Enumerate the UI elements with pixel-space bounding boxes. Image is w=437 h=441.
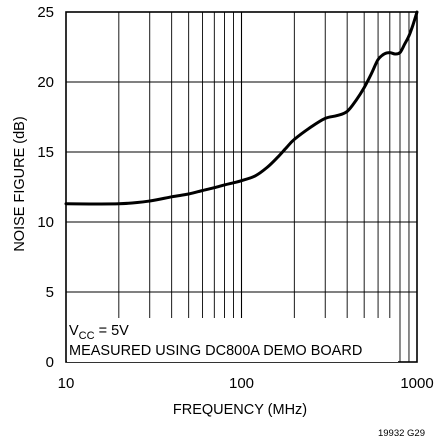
y-tick-label: 10 bbox=[37, 214, 54, 231]
y-tick-label: 15 bbox=[37, 144, 54, 161]
annotation-background bbox=[67, 318, 398, 362]
y-tick-label: 0 bbox=[46, 354, 54, 371]
y-tick-label: 5 bbox=[46, 284, 54, 301]
x-tick-label: 1000 bbox=[400, 375, 433, 392]
x-axis-title: FREQUENCY (MHz) bbox=[173, 402, 307, 418]
vcc-annotation: VCC = 5V bbox=[69, 323, 129, 342]
figure-code: 19932 G29 bbox=[378, 428, 425, 439]
noise-figure-line bbox=[64, 10, 419, 206]
measurement-note: MEASURED USING DC800A DEMO BOARD bbox=[69, 343, 362, 359]
y-tick-labels: 0 5 10 15 20 25 bbox=[37, 4, 54, 371]
x-tick-label: 100 bbox=[229, 375, 254, 392]
x-tick-labels: 10 100 1000 bbox=[58, 375, 434, 392]
grid-lines bbox=[66, 12, 417, 362]
y-axis-title: NOISE FIGURE (dB) bbox=[12, 116, 28, 251]
y-tick-label: 20 bbox=[37, 74, 54, 91]
y-tick-label: 25 bbox=[37, 4, 54, 21]
x-tick-label: 10 bbox=[58, 375, 75, 392]
